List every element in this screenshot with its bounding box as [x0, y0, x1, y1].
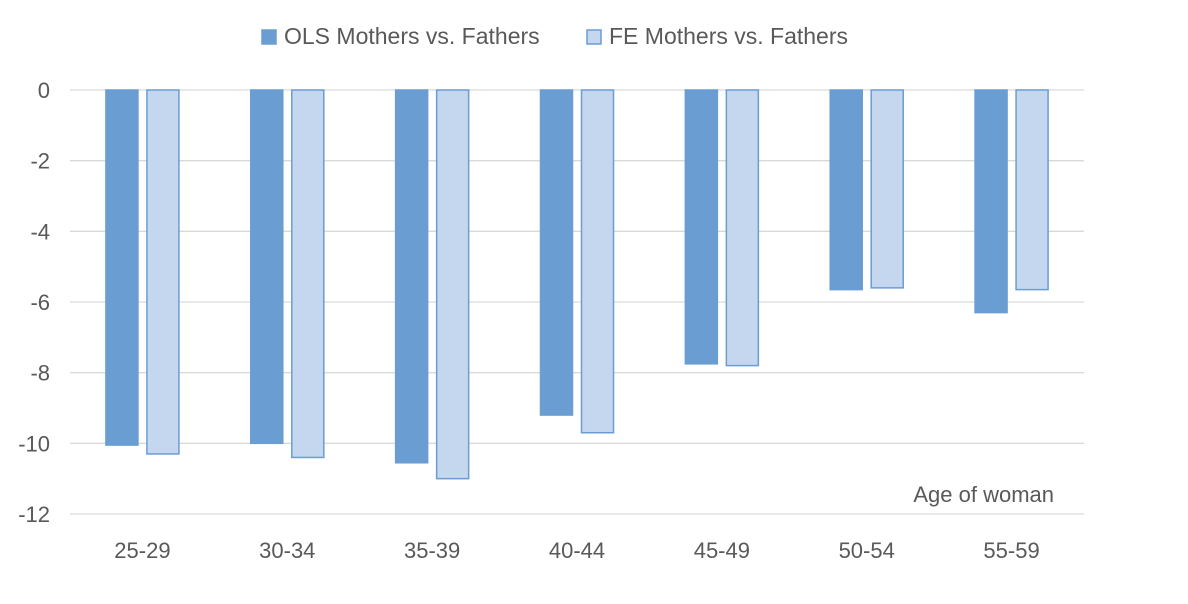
legend-label: OLS Mothers vs. Fathers — [284, 23, 540, 49]
x-tick-label: 55-59 — [983, 538, 1039, 563]
y-tick-label: -12 — [18, 502, 50, 527]
y-tick-label: -6 — [30, 290, 50, 315]
x-tick-label: 30-34 — [259, 538, 315, 563]
bars — [105, 89, 1049, 480]
bar-ols-35-39 — [394, 89, 429, 464]
y-tick-label: 0 — [38, 78, 50, 103]
bar-ols-45-49 — [684, 89, 719, 365]
bar-ols-40-44 — [539, 89, 574, 416]
x-tick-label: 45-49 — [694, 538, 750, 563]
y-tick-label: -4 — [30, 219, 50, 244]
x-tick-label: 50-54 — [839, 538, 895, 563]
bar-fe-40-44 — [580, 89, 615, 434]
y-tick-label: -2 — [30, 149, 50, 174]
bar-ols-30-34 — [250, 89, 284, 445]
bar-fe-25-29 — [146, 89, 180, 455]
y-axis-ticks: 0 -2 -4 -6 -8 -10 -12 — [18, 78, 50, 527]
bar-fe-30-34 — [291, 89, 325, 459]
x-axis-ticks: 25-29 30-34 35-39 40-44 45-49 50-54 55-59 — [114, 538, 1039, 563]
x-tick-label: 25-29 — [114, 538, 170, 563]
legend: OLS Mothers vs. Fathers FE Mothers vs. Fa… — [261, 23, 848, 49]
y-tick-label: -8 — [30, 361, 50, 386]
bar-fe-55-59 — [1015, 89, 1049, 291]
x-tick-label: 40-44 — [549, 538, 605, 563]
bar-fe-35-39 — [435, 89, 470, 480]
legend-swatch — [586, 29, 602, 45]
bar-fe-45-49 — [725, 89, 760, 367]
bar-fe-50-54 — [870, 89, 904, 289]
bar-ols-55-59 — [974, 89, 1008, 314]
x-tick-label: 35-39 — [404, 538, 460, 563]
legend-swatch — [261, 29, 277, 45]
gridlines — [70, 89, 1084, 515]
bar-ols-50-54 — [829, 89, 863, 291]
y-tick-label: -10 — [18, 431, 50, 456]
legend-label: FE Mothers vs. Fathers — [609, 23, 848, 49]
bar-ols-25-29 — [105, 89, 139, 446]
x-axis-label: Age of woman — [913, 482, 1054, 507]
